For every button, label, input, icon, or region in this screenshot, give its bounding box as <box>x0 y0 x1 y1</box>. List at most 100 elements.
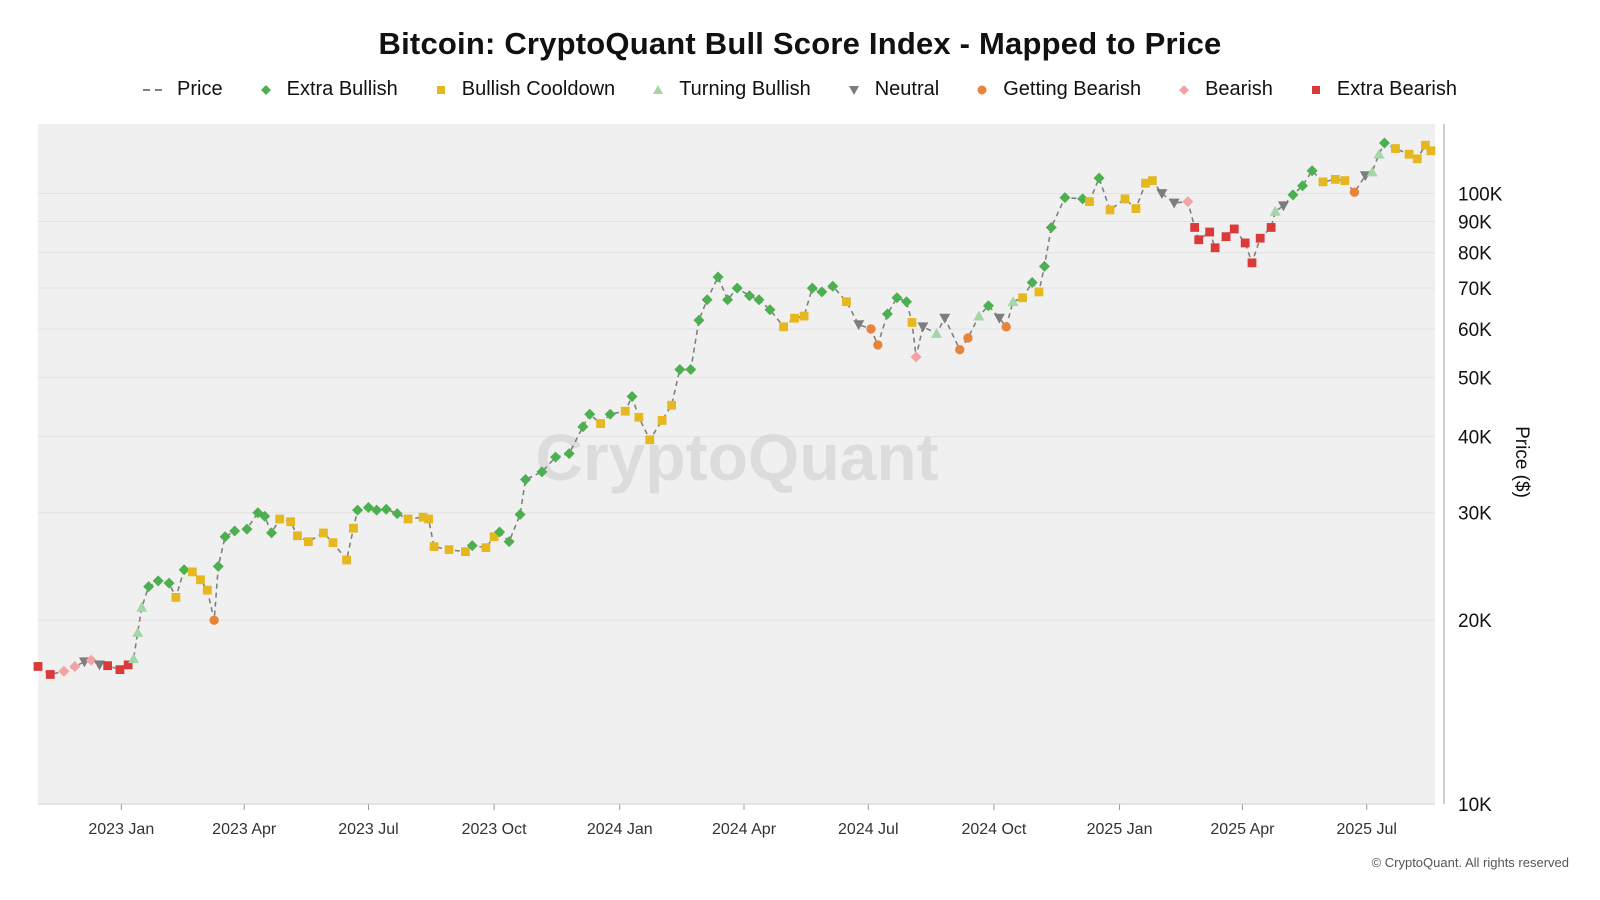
marker-bullish-cooldown <box>461 547 470 557</box>
marker-bullish-cooldown <box>596 419 606 428</box>
legend-item-turning-bullish[interactable]: Turning Bullish <box>645 78 811 101</box>
marker-extra-bearish <box>1229 224 1239 234</box>
marker-neutral <box>917 322 929 333</box>
legend-item-getting-bearish[interactable]: Getting Bearish <box>969 78 1141 101</box>
marker-bullish-cooldown <box>1141 178 1150 188</box>
marker-extra-bullish <box>901 296 913 308</box>
marker-bullish-cooldown <box>171 592 181 602</box>
marker-turning-bullish <box>128 653 140 664</box>
marker-neutral <box>1168 198 1180 209</box>
legend-label: Turning Bullish <box>679 78 811 100</box>
marker-extra-bearish <box>1205 227 1215 237</box>
marker-bullish-cooldown <box>779 322 789 332</box>
marker-extra-bullish <box>536 466 548 478</box>
marker-extra-bullish <box>1378 137 1390 149</box>
marker-bullish-cooldown <box>444 545 454 555</box>
y-tick-label: 100K <box>1458 185 1503 206</box>
marker-extra-bullish <box>563 448 575 460</box>
marker-bullish-cooldown <box>342 555 352 565</box>
marker-extra-bullish <box>982 300 994 312</box>
marker-extra-bullish <box>362 501 374 513</box>
marker-extra-bullish <box>685 363 697 375</box>
marker-extra-bullish <box>604 408 616 420</box>
legend-item-neutral[interactable]: Neutral <box>841 78 939 101</box>
price-line <box>37 141 1432 676</box>
y-tick-label: 20K <box>1458 611 1492 632</box>
marker-extra-bullish <box>550 451 562 463</box>
legend-marker-bullish-cooldown <box>436 85 445 94</box>
legend-label: Price <box>177 78 223 100</box>
marker-bullish-cooldown <box>349 523 358 533</box>
copyright-note: © CryptoQuant. All rights reserved <box>1371 855 1569 870</box>
marker-neutral <box>939 313 951 324</box>
legend-item-extra-bullish[interactable]: Extra Bullish <box>253 78 398 101</box>
marker-bullish-cooldown <box>196 575 205 585</box>
marker-extra-bullish <box>1077 193 1089 205</box>
marker-bearish <box>58 665 70 677</box>
marker-getting-bearish <box>963 333 973 343</box>
marker-bullish-cooldown <box>187 567 197 577</box>
marker-extra-bearish <box>1221 232 1231 242</box>
marker-bullish-cooldown <box>645 435 655 445</box>
marker-extra-bullish <box>241 523 253 535</box>
marker-bullish-cooldown <box>620 406 630 416</box>
marker-bullish-cooldown <box>1105 205 1115 215</box>
marker-extra-bullish <box>1059 192 1071 204</box>
legend-label: Extra Bullish <box>286 78 398 100</box>
marker-extra-bearish <box>1240 238 1250 248</box>
marker-bullish-cooldown <box>328 538 338 548</box>
marker-turning-bullish <box>1373 148 1385 159</box>
legend-label: Getting Bearish <box>1003 78 1142 100</box>
x-tick-label: 2024 Oct <box>961 821 1026 838</box>
legend-item-price[interactable]: Price <box>143 78 223 101</box>
marker-bullish-cooldown <box>1330 174 1340 184</box>
legend-item-extra-bearish[interactable]: Extra Bearish <box>1303 78 1457 101</box>
marker-bullish-cooldown <box>842 297 851 307</box>
marker-bullish-cooldown <box>1034 287 1044 297</box>
legend-item-bearish[interactable]: Bearish <box>1171 78 1273 101</box>
marker-bullish-cooldown <box>790 313 799 323</box>
marker-neutral <box>1359 171 1371 182</box>
marker-neutral <box>1277 201 1289 212</box>
x-tick-label: 2023 Jul <box>338 821 399 838</box>
marker-extra-bullish <box>1093 172 1105 184</box>
marker-extra-bullish <box>514 509 526 521</box>
marker-bullish-cooldown <box>1426 146 1436 156</box>
y-tick-label: 80K <box>1458 244 1492 265</box>
marker-extra-bearish <box>1190 223 1200 232</box>
marker-bullish-cooldown <box>634 412 644 422</box>
marker-extra-bearish <box>1210 243 1220 253</box>
y-tick-label: 40K <box>1458 427 1492 448</box>
marker-bullish-cooldown <box>418 512 428 522</box>
marker-extra-bullish <box>178 564 190 576</box>
x-tick-label: 2023 Jan <box>88 821 154 838</box>
marker-bullish-cooldown <box>403 514 413 524</box>
marker-bullish-cooldown <box>667 400 677 410</box>
y-tick-label: 30K <box>1458 504 1492 525</box>
marker-extra-bullish <box>891 292 903 304</box>
marker-turning-bullish <box>1366 166 1378 177</box>
legend-marker-getting-bearish <box>977 85 987 94</box>
marker-bullish-cooldown <box>1120 194 1130 204</box>
marker-extra-bullish <box>827 280 839 292</box>
marker-extra-bullish <box>1297 180 1309 192</box>
marker-extra-bullish <box>352 504 364 516</box>
marker-extra-bullish <box>584 408 596 420</box>
legend-label: Bullish Cooldown <box>461 78 616 100</box>
marker-bullish-cooldown <box>1085 197 1094 207</box>
marker-getting-bearish <box>873 340 883 350</box>
x-tick-label: 2023 Oct <box>462 821 527 838</box>
marker-bullish-cooldown <box>907 318 917 327</box>
marker-bullish-cooldown <box>275 514 285 524</box>
marker-extra-bearish <box>123 660 133 670</box>
marker-extra-bullish <box>266 527 278 539</box>
marker-extra-bearish <box>115 665 125 675</box>
marker-bearish <box>910 351 922 363</box>
legend-item-bullish-cooldown[interactable]: Bullish Cooldown <box>428 78 615 101</box>
x-tick-label: 2023 Apr <box>212 821 277 838</box>
marker-extra-bullish <box>1038 260 1050 272</box>
marker-extra-bullish <box>371 504 383 516</box>
marker-extra-bearish <box>1194 235 1204 245</box>
marker-extra-bullish <box>259 510 271 522</box>
